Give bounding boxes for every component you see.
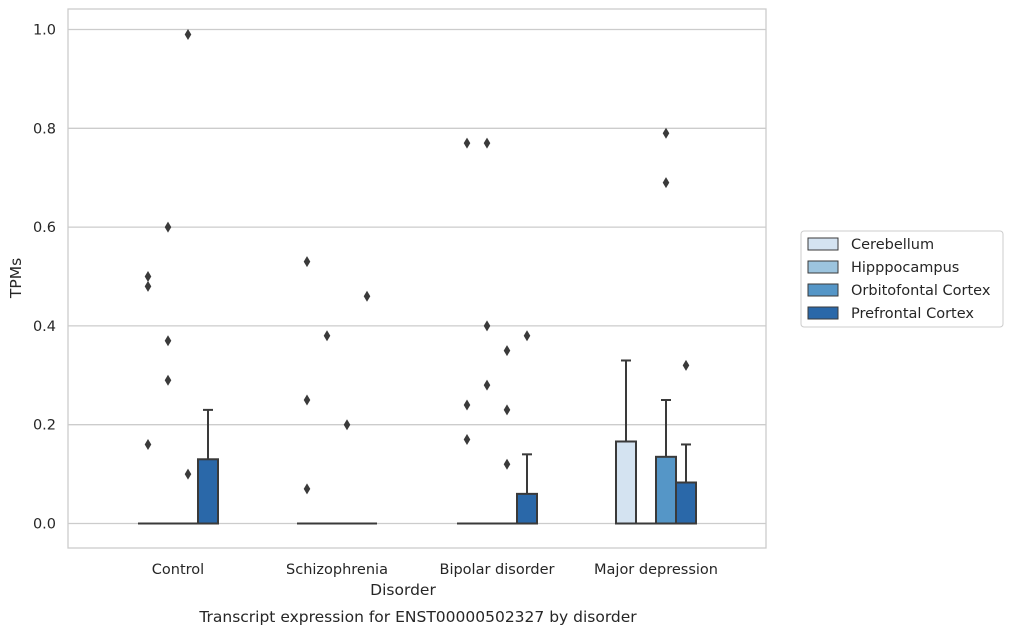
- box-group: [138, 271, 158, 525]
- legend-swatch: [807, 283, 839, 297]
- box-group: [457, 137, 477, 525]
- outlier-point: [463, 434, 471, 446]
- box-group: [615, 359, 637, 525]
- plot-frame: [67, 8, 767, 549]
- outlier-point: [323, 330, 331, 342]
- y-tick-label: 0.8: [33, 121, 56, 137]
- legend-label: Hipppocampus: [851, 260, 959, 276]
- outlier-point: [483, 379, 491, 391]
- x-axis-title: Disorder: [370, 581, 436, 599]
- outlier-point: [363, 290, 371, 302]
- box-group: [477, 137, 497, 525]
- outlier-point: [164, 221, 172, 233]
- box-group: [317, 330, 337, 525]
- outlier-point: [303, 483, 311, 495]
- legend-label: Orbitofontal Cortex: [851, 283, 991, 299]
- legend: Cerebellum Hipppocampus Orbitofontal Corte…: [800, 230, 1004, 328]
- box: [516, 492, 538, 525]
- outlier-point: [662, 177, 670, 189]
- x-tick-label: Bipolar disorder: [440, 562, 555, 578]
- outlier-point: [164, 335, 172, 347]
- box-group: [497, 345, 517, 525]
- outlier-point: [463, 137, 471, 149]
- box-group: [675, 359, 697, 525]
- outlier-point: [144, 271, 152, 282]
- box-group: [357, 290, 377, 525]
- outlier-point: [164, 374, 172, 386]
- outlier-point: [523, 330, 531, 342]
- y-axis-title: TPMs: [7, 258, 25, 299]
- y-tick-label: 0.6: [33, 220, 56, 236]
- box: [675, 481, 697, 525]
- outlier-point: [184, 28, 192, 40]
- outlier-point: [682, 359, 690, 371]
- y-tick-label: 0.0: [33, 517, 56, 533]
- outlier-point: [503, 404, 511, 416]
- box-group: [516, 330, 538, 525]
- chart-caption: Transcript expression for ENST0000050232…: [198, 608, 637, 626]
- outlier-point: [662, 127, 670, 139]
- outlier-point: [503, 458, 511, 470]
- outlier-point: [184, 468, 192, 480]
- legend-frame: [800, 230, 1004, 328]
- x-tick-label: Major depression: [594, 562, 718, 578]
- box: [197, 458, 219, 525]
- box-group: [297, 256, 317, 525]
- outlier-point: [483, 137, 491, 149]
- y-tick-label: 0.2: [33, 418, 56, 434]
- y-tick-label: 1.0: [33, 23, 56, 39]
- y-axis-ticks: 0.0 0.2 0.4 0.6 0.8 1.0: [33, 23, 56, 533]
- x-axis-ticks: Control Schizophrenia Bipolar disorder Majo…: [152, 562, 718, 578]
- outlier-point: [144, 438, 152, 450]
- x-tick-label: Control: [152, 562, 204, 578]
- box-group: [197, 408, 219, 525]
- outlier-point: [463, 399, 471, 411]
- outlier-point: [343, 419, 351, 431]
- legend-swatch: [807, 260, 839, 274]
- box-group: [158, 221, 178, 525]
- box: [615, 440, 637, 525]
- legend-swatch: [807, 237, 839, 251]
- x-tick-label: Schizophrenia: [286, 562, 388, 578]
- y-tick-label: 0.4: [33, 319, 56, 335]
- outlier-point: [303, 394, 311, 406]
- legend-label: Prefrontal Cortex: [851, 306, 974, 322]
- legend-swatch: [807, 306, 839, 320]
- outlier-point: [483, 320, 491, 332]
- box-group: [337, 419, 357, 525]
- outlier-point: [144, 280, 152, 292]
- outlier-point: [503, 345, 511, 357]
- plot-area: [138, 28, 697, 525]
- outlier-point: [303, 256, 311, 268]
- grid-lines: [68, 28, 766, 525]
- box: [655, 455, 677, 525]
- box-group: [178, 28, 198, 525]
- legend-label: Cerebellum: [851, 237, 934, 253]
